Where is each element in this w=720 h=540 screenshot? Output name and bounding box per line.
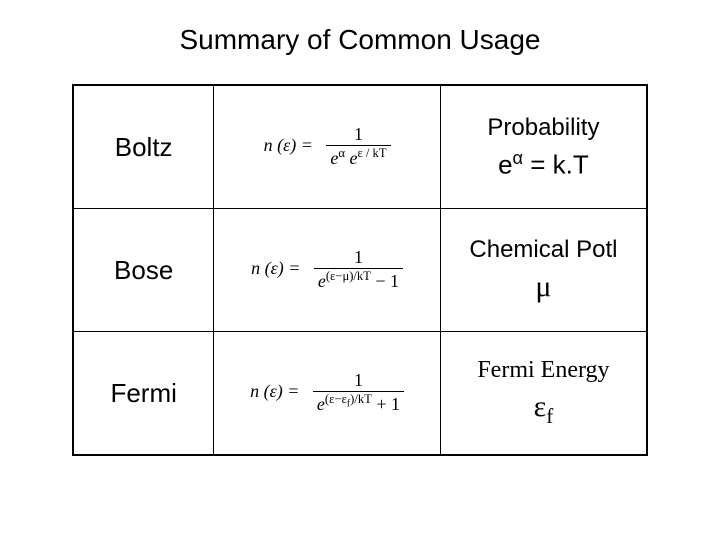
quantity-name: Probability: [447, 114, 640, 142]
page-title: Summary of Common Usage: [0, 24, 720, 56]
summary-table: Boltz n (ε) = 1 eα eε / kT Probability: [72, 84, 648, 456]
row-formula: n (ε) = 1 e(ε−εf)/kT + 1: [214, 332, 441, 456]
quantity-symbol: εf: [447, 390, 640, 429]
table-row: Fermi n (ε) = 1 e(ε−εf)/kT + 1 Fermi Ene…: [73, 332, 647, 456]
formula-denominator: e(ε−μ)/kT − 1: [314, 269, 403, 293]
row-quantity: Fermi Energy εf: [440, 332, 647, 456]
sym-rest: = k.T: [523, 149, 589, 179]
row-quantity: Probability eα = k.T: [440, 85, 647, 209]
quantity-name: Chemical Potl: [447, 236, 640, 264]
table-row: Bose n (ε) = 1 e(ε−μ)/kT − 1 Chemical Po…: [73, 209, 647, 332]
formula-numerator: 1: [326, 125, 390, 146]
formula-lhs: n (ε) =: [264, 135, 313, 155]
row-label: Bose: [73, 209, 214, 332]
row-formula: n (ε) = 1 e(ε−μ)/kT − 1: [214, 209, 441, 332]
row-formula: n (ε) = 1 eα eε / kT: [214, 85, 441, 209]
formula-fraction: 1 eα eε / kT: [326, 125, 390, 169]
sym-alpha: α: [513, 148, 524, 168]
formula-fraction: 1 e(ε−εf)/kT + 1: [313, 371, 404, 415]
row-label: Fermi: [73, 332, 214, 456]
quantity-name: Fermi Energy: [447, 357, 640, 384]
formula-lhs: n (ε) =: [251, 258, 300, 278]
formula-lhs: n (ε) =: [250, 381, 299, 401]
sym-e: e: [498, 149, 512, 179]
table-row: Boltz n (ε) = 1 eα eε / kT Probability: [73, 85, 647, 209]
formula-numerator: 1: [314, 248, 403, 269]
quantity-symbol: μ: [447, 270, 640, 304]
formula-fraction: 1 e(ε−μ)/kT − 1: [314, 248, 403, 292]
row-label: Boltz: [73, 85, 214, 209]
sym-epsilon: ε: [534, 390, 547, 423]
formula-denominator: eα eε / kT: [326, 146, 390, 170]
sym-f: f: [546, 404, 553, 428]
quantity-symbol: eα = k.T: [447, 148, 640, 181]
formula-denominator: e(ε−εf)/kT + 1: [313, 392, 404, 416]
row-quantity: Chemical Potl μ: [440, 209, 647, 332]
formula-numerator: 1: [313, 371, 404, 392]
